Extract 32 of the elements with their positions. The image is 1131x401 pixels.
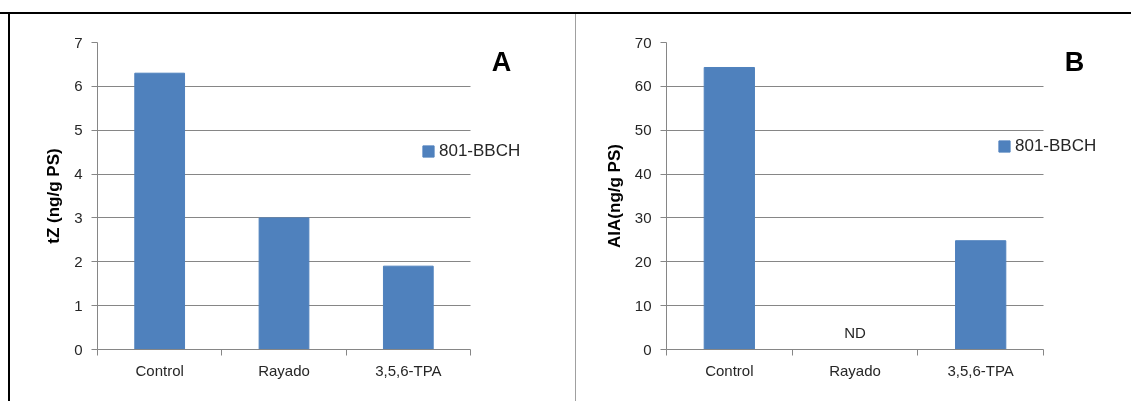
x-tick-label: Control xyxy=(705,361,754,379)
x-tick-label: 3,5,6-TPA xyxy=(375,361,442,379)
annotation: ND xyxy=(844,323,866,341)
y-tick-label: 30 xyxy=(634,208,652,226)
y-tick-label: 60 xyxy=(634,77,652,95)
y-tick-label: 1 xyxy=(74,296,83,314)
x-tick-label: 3,5,6-TPA xyxy=(947,361,1014,379)
y-tick-label: 20 xyxy=(634,252,652,270)
y-tick-label: 4 xyxy=(74,165,83,183)
y-tick-label: 0 xyxy=(74,340,83,358)
y-tick-label: 3 xyxy=(74,208,83,226)
y-tick-label: 10 xyxy=(634,296,652,314)
y-tick-label: 0 xyxy=(643,340,652,358)
y-tick-label: 6 xyxy=(74,77,83,95)
x-tick-label: Control xyxy=(135,361,184,379)
y-tick-label: 7 xyxy=(74,33,83,51)
text: B xyxy=(1064,46,1085,77)
text: A xyxy=(491,46,512,77)
bar xyxy=(134,72,186,350)
bar xyxy=(382,265,434,350)
legend-label: 801-BBCH xyxy=(1015,136,1097,156)
bar xyxy=(258,217,310,350)
y-tick-label: 5 xyxy=(74,121,83,139)
y-axis-title: tZ (ng/g PS) xyxy=(44,148,64,244)
x-tick-label: Rayado xyxy=(258,361,310,379)
y-tick-label: 50 xyxy=(634,121,652,139)
x-tick-label: Rayado xyxy=(829,361,881,379)
y-tick-label: 2 xyxy=(74,252,83,270)
y-tick-label: 70 xyxy=(634,33,652,51)
y-tick-label: 40 xyxy=(634,165,652,183)
legend-label: 801-BBCH xyxy=(439,141,521,161)
y-axis-title: AIA(ng/g PS) xyxy=(604,144,624,248)
